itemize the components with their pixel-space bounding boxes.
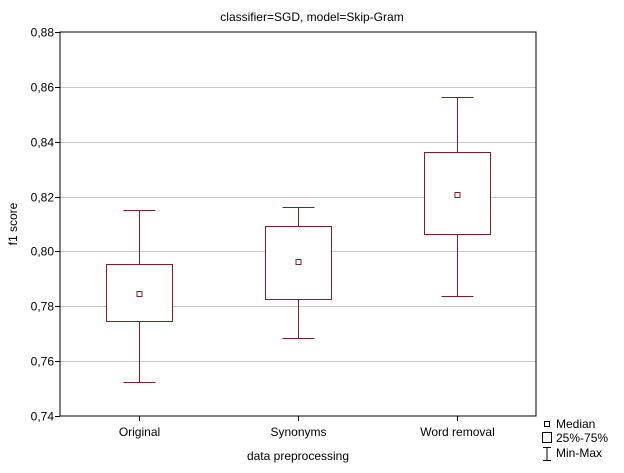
x-axis-ticks: Original Synonyms Word removal: [119, 416, 495, 439]
legend-box-marker: [542, 432, 552, 443]
legend-median-marker: [544, 421, 550, 427]
x-tick-label: Synonyms: [270, 425, 326, 439]
y-tick-label: 0,78: [31, 300, 55, 314]
median-marker: [454, 192, 461, 198]
y-tick-label: 0,76: [31, 355, 55, 369]
y-tick-label: 0,88: [31, 26, 55, 40]
legend-whisker-marker: [543, 447, 551, 461]
x-axis-title: data preprocessing: [247, 449, 349, 463]
median-marker: [136, 291, 143, 297]
y-tick-label: 0,74: [31, 410, 55, 424]
box-series: [106, 97, 491, 383]
y-axis-ticks: 0,74 0,76 0,78 0,80 0,82 0,84 0,86 0,88: [31, 26, 60, 424]
box-synonyms: [265, 207, 332, 339]
y-tick-label: 0,80: [31, 245, 55, 259]
box-original: [106, 210, 173, 383]
chart-title: classifier=SGD, model=Skip-Gram: [220, 10, 403, 24]
y-axis-title: f1 score: [6, 202, 20, 245]
legend-box-label: 25%-75%: [556, 431, 608, 445]
legend: Median 25%-75% Min-Max: [542, 417, 608, 461]
y-tick-label: 0,82: [31, 191, 55, 205]
legend-median-label: Median: [556, 417, 595, 431]
legend-whisker-label: Min-Max: [556, 446, 602, 460]
y-tick-label: 0,84: [31, 136, 55, 150]
x-tick-label: Word removal: [420, 425, 494, 439]
median-marker: [295, 259, 302, 265]
y-tick-label: 0,86: [31, 81, 55, 95]
x-tick-label: Original: [119, 425, 160, 439]
box-word-removal: [424, 97, 491, 297]
